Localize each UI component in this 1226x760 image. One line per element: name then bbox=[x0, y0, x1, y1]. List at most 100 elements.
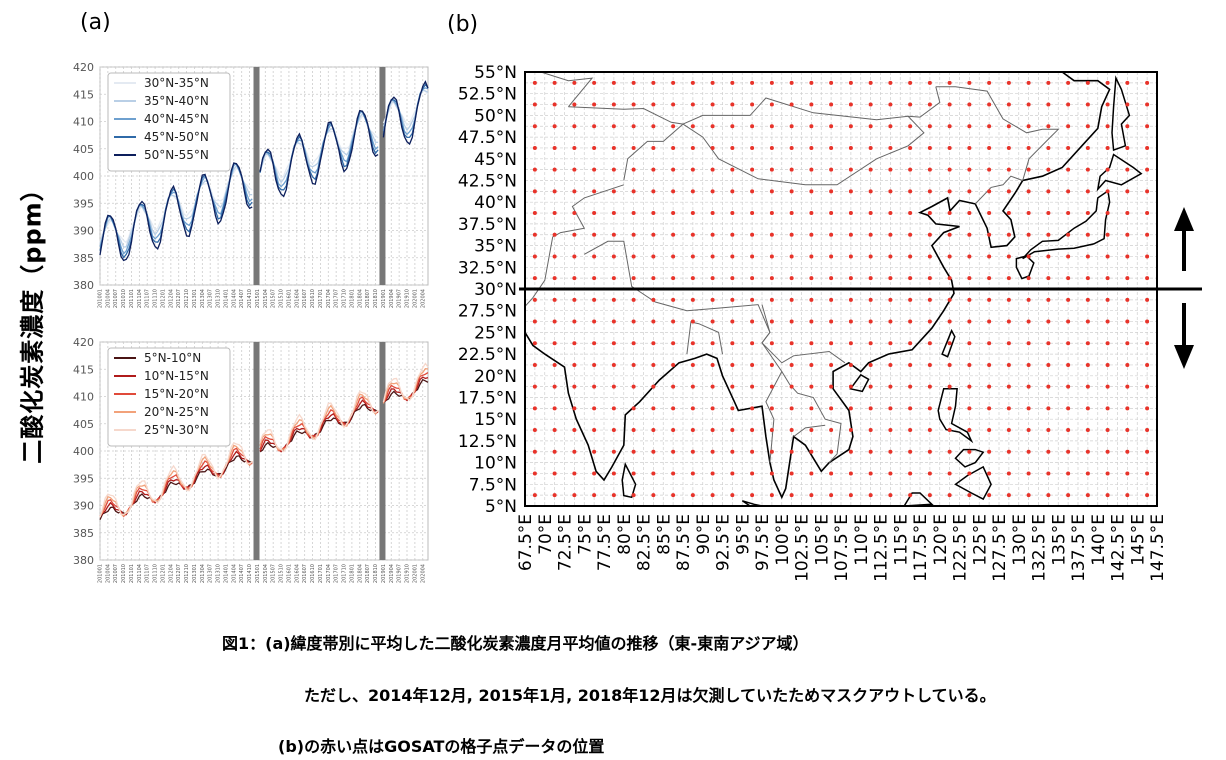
gosat-grid-point bbox=[927, 80, 932, 85]
gosat-grid-point bbox=[710, 297, 715, 302]
gosat-grid-point bbox=[1145, 145, 1150, 150]
gosat-grid-point bbox=[769, 211, 774, 216]
x-tick-label: 202004 bbox=[420, 289, 426, 308]
gosat-grid-point bbox=[631, 276, 636, 281]
gosat-grid-point bbox=[927, 297, 932, 302]
gosat-grid-point bbox=[1046, 493, 1051, 498]
gosat-grid-point bbox=[789, 254, 794, 259]
gosat-grid-point bbox=[631, 211, 636, 216]
gosat-grid-point bbox=[1105, 493, 1110, 498]
gosat-grid-point bbox=[868, 297, 873, 302]
gosat-grid-point bbox=[1085, 145, 1090, 150]
gosat-grid-point bbox=[868, 493, 873, 498]
country-border bbox=[686, 321, 723, 355]
gosat-grid-point bbox=[908, 124, 913, 129]
gosat-grid-point bbox=[1026, 276, 1031, 281]
gosat-grid-point bbox=[730, 493, 735, 498]
gosat-grid-point bbox=[927, 167, 932, 172]
gosat-grid-point bbox=[611, 406, 616, 411]
legend-label: 25°N-30°N bbox=[144, 423, 209, 437]
x-tick-label: 201301 bbox=[192, 289, 198, 308]
x-tick-label: 201904 bbox=[389, 289, 395, 308]
gosat-grid-point bbox=[552, 493, 557, 498]
gosat-grid-point bbox=[947, 232, 952, 237]
lon-tick-label: 130°E bbox=[1010, 514, 1030, 566]
gosat-grid-point bbox=[1046, 102, 1051, 107]
gosat-grid-point bbox=[789, 449, 794, 454]
gosat-grid-point bbox=[1026, 319, 1031, 324]
gosat-grid-point bbox=[967, 232, 972, 237]
gosat-grid-point bbox=[908, 102, 913, 107]
x-tick-label: 201704 bbox=[326, 289, 332, 308]
x-tick-label: 201604 bbox=[294, 289, 300, 308]
country-border bbox=[682, 97, 925, 186]
gosat-grid-point bbox=[1125, 102, 1130, 107]
gosat-grid-point bbox=[967, 384, 972, 389]
gosat-grid-point bbox=[710, 449, 715, 454]
country-border bbox=[793, 424, 826, 438]
gosat-grid-point bbox=[1085, 254, 1090, 259]
y-tick-label: 390 bbox=[73, 500, 94, 513]
gosat-grid-point bbox=[789, 232, 794, 237]
gosat-grid-point bbox=[927, 211, 932, 216]
gosat-grid-point bbox=[651, 145, 656, 150]
gosat-grid-point bbox=[592, 406, 597, 411]
gosat-grid-point bbox=[829, 211, 834, 216]
gosat-grid-point bbox=[532, 319, 537, 324]
gosat-grid-point bbox=[710, 145, 715, 150]
gosat-grid-point bbox=[592, 471, 597, 476]
gosat-grid-point bbox=[631, 80, 636, 85]
lat-tick-label: 12.5°N bbox=[458, 432, 517, 452]
x-tick-label: 201201 bbox=[160, 289, 166, 308]
gosat-grid-point bbox=[1046, 428, 1051, 433]
x-tick-label: 201710 bbox=[342, 289, 348, 308]
gosat-grid-point bbox=[848, 449, 853, 454]
gosat-grid-point bbox=[947, 319, 952, 324]
gosat-grid-point bbox=[809, 362, 814, 367]
gosat-grid-point bbox=[730, 124, 735, 129]
gosat-grid-point bbox=[1026, 167, 1031, 172]
gosat-grid-point bbox=[868, 124, 873, 129]
gosat-grid-point bbox=[1145, 297, 1150, 302]
island-taiwan bbox=[941, 328, 956, 358]
gosat-grid-point bbox=[1006, 384, 1011, 389]
x-tick-label: 201101 bbox=[129, 289, 135, 308]
gosat-grid-point bbox=[611, 80, 616, 85]
gosat-grid-point bbox=[750, 341, 755, 346]
gosat-grid-point bbox=[1006, 341, 1011, 346]
gosat-grid-point bbox=[1006, 297, 1011, 302]
lon-tick-label: 117.5°E bbox=[911, 514, 931, 582]
gosat-grid-point bbox=[1125, 254, 1130, 259]
gosat-grid-point bbox=[1026, 211, 1031, 216]
gosat-grid-point bbox=[651, 449, 656, 454]
gosat-grid-point bbox=[829, 276, 834, 281]
gosat-grid-point bbox=[908, 319, 913, 324]
gosat-grid-point bbox=[532, 189, 537, 194]
lon-tick-label: 97.5°E bbox=[753, 514, 773, 571]
gosat-grid-point bbox=[1026, 493, 1031, 498]
gosat-grid-point bbox=[1105, 232, 1110, 237]
gosat-grid-point bbox=[1046, 254, 1051, 259]
x-tick-label: 201104 bbox=[137, 564, 143, 583]
x-tick-label: 201301 bbox=[192, 564, 198, 583]
gosat-grid-point bbox=[1066, 145, 1071, 150]
x-tick-label: 201501 bbox=[255, 564, 261, 583]
x-tick-label: 201004 bbox=[105, 564, 111, 583]
gosat-grid-point bbox=[710, 428, 715, 433]
gosat-grid-point bbox=[809, 167, 814, 172]
gosat-grid-point bbox=[750, 145, 755, 150]
lon-tick-label: 120°E bbox=[931, 514, 951, 566]
gosat-grid-point bbox=[789, 341, 794, 346]
gosat-grid-point bbox=[888, 319, 893, 324]
gosat-grid-point bbox=[572, 80, 577, 85]
gosat-grid-point bbox=[769, 297, 774, 302]
gosat-grid-point bbox=[1085, 297, 1090, 302]
gosat-grid-point bbox=[868, 341, 873, 346]
gosat-grid-point bbox=[987, 471, 992, 476]
x-tick-label: 201704 bbox=[326, 564, 332, 583]
gosat-grid-point bbox=[1085, 124, 1090, 129]
gosat-grid-point bbox=[592, 145, 597, 150]
x-tick-label: 201401 bbox=[223, 289, 229, 308]
island-borneo-tip bbox=[902, 492, 934, 507]
gosat-grid-point bbox=[1105, 254, 1110, 259]
